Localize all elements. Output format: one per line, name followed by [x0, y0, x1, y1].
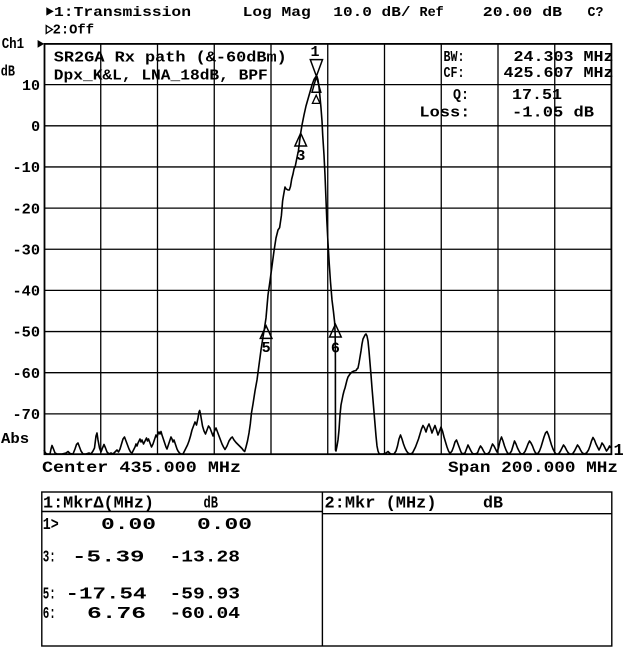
svg-text:Center 435.000 MHz: Center 435.000 MHz [42, 459, 241, 477]
svg-text:dB: dB [1, 64, 15, 81]
svg-text:Ref: Ref [420, 5, 444, 21]
svg-text:dB: dB [483, 495, 503, 514]
svg-text:3:: 3: [43, 549, 56, 568]
svg-text:10.0 dB/: 10.0 dB/ [333, 5, 410, 21]
svg-text:6.76: 6.76 [87, 605, 146, 624]
svg-text:Dpx_K&L, LNA_18dB, BPF: Dpx_K&L, LNA_18dB, BPF [54, 68, 268, 85]
svg-text:1>: 1> [43, 516, 59, 535]
svg-text:-13.28: -13.28 [170, 549, 241, 568]
svg-text:2:Off: 2:Off [53, 23, 94, 39]
svg-text:-59.93: -59.93 [170, 586, 241, 605]
svg-text:-20: -20 [13, 201, 41, 218]
svg-text:C?: C? [588, 5, 604, 21]
svg-text:Abs: Abs [1, 431, 29, 448]
svg-text:-50: -50 [13, 325, 41, 342]
svg-text:-40: -40 [13, 284, 41, 301]
svg-text:-60: -60 [13, 366, 41, 383]
svg-text:-30: -30 [13, 242, 41, 259]
svg-text:-70: -70 [13, 407, 41, 424]
svg-text:CF:: CF: [444, 65, 465, 82]
svg-text:6:: 6: [43, 605, 56, 624]
svg-text:5:: 5: [43, 586, 56, 605]
svg-text:Log Mag: Log Mag [243, 5, 311, 21]
svg-text:Q:: Q: [453, 87, 469, 104]
svg-text:1:MkrΔ(MHz): 1:MkrΔ(MHz) [43, 495, 154, 514]
svg-text:2:Mkr (MHz): 2:Mkr (MHz) [325, 495, 437, 514]
svg-text:SR2GA Rx path (&-60dBm): SR2GA Rx path (&-60dBm) [54, 50, 287, 67]
svg-text:dB: dB [204, 495, 219, 514]
svg-text:0: 0 [31, 119, 40, 136]
svg-text:3: 3 [296, 148, 305, 165]
svg-text:-5.39: -5.39 [72, 549, 145, 568]
svg-text:1: 1 [614, 442, 624, 461]
svg-text:Span 200.000 MHz: Span 200.000 MHz [448, 459, 618, 477]
svg-text:-60.04: -60.04 [170, 605, 241, 624]
svg-text:10: 10 [22, 78, 40, 95]
svg-text:BW:: BW: [444, 49, 465, 66]
svg-text:5: 5 [262, 340, 271, 357]
svg-text:1:Transmission: 1:Transmission [54, 5, 191, 21]
svg-text:1: 1 [310, 44, 319, 61]
svg-text:6: 6 [331, 341, 340, 358]
svg-text:17.51: 17.51 [512, 87, 562, 104]
svg-text:-17.54: -17.54 [66, 586, 147, 605]
svg-text:425.607 MHz: 425.607 MHz [504, 65, 614, 82]
svg-text:-1.05 dB: -1.05 dB [512, 105, 594, 122]
svg-text:0.00: 0.00 [101, 516, 156, 535]
svg-text:20.00 dB: 20.00 dB [483, 5, 563, 21]
svg-text:0.00: 0.00 [197, 516, 252, 535]
svg-text:Loss:: Loss: [419, 105, 470, 122]
svg-text:Ch1: Ch1 [2, 36, 25, 53]
svg-text:24.303 MHz: 24.303 MHz [514, 49, 614, 66]
svg-text:-10: -10 [13, 160, 41, 177]
